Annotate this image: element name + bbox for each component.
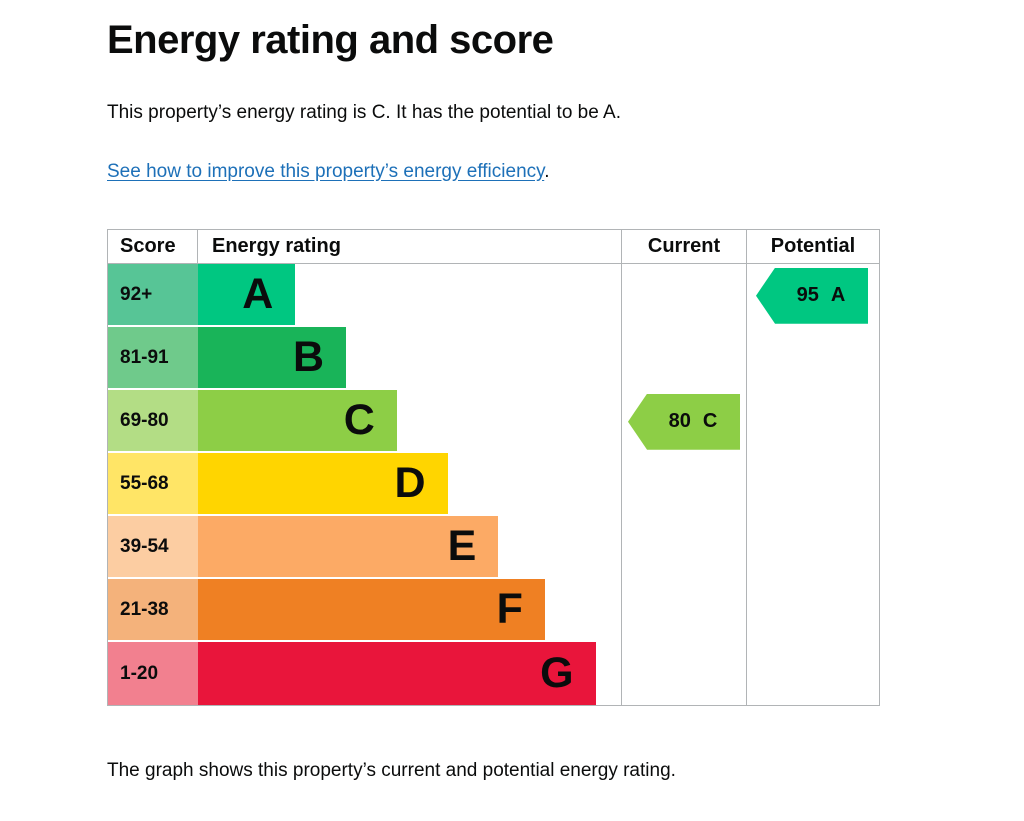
band-letter-c: C: [343, 396, 375, 445]
current-rating-arrow: 80 C: [628, 393, 740, 450]
band-letter-g: G: [540, 649, 574, 698]
potential-cell-g: [746, 642, 879, 706]
band-bar-b: B: [198, 327, 347, 389]
current-cell-a: [621, 264, 746, 328]
chart-caption: The graph shows this property’s current …: [107, 760, 676, 782]
potential-cell-b: [746, 327, 879, 391]
potential-cell-d: [746, 453, 879, 517]
band-bar-c: C: [198, 390, 397, 452]
band-score-e: 39-54: [108, 516, 198, 580]
column-header-score: Score: [108, 230, 198, 265]
band-bar-cell-a: A: [198, 264, 621, 328]
page-content: Energy rating and score This property’s …: [107, 18, 880, 785]
potential-cell-a: 95 A: [746, 264, 879, 328]
band-score-d: 55-68: [108, 453, 198, 517]
current-cell-g: [621, 642, 746, 706]
band-bar-cell-g: G: [198, 642, 621, 706]
current-score-value: 80: [668, 410, 691, 433]
band-letter-a: A: [242, 270, 274, 319]
current-cell-b: [621, 327, 746, 391]
band-letter-b: B: [292, 333, 325, 382]
band-score-b: 81-91: [108, 327, 198, 391]
potential-score-value: 95: [796, 284, 819, 307]
band-score-a: 92+: [108, 264, 198, 328]
column-header-potential: Potential: [746, 230, 879, 265]
band-score-c: 69-80: [108, 390, 198, 454]
current-cell-d: [621, 453, 746, 517]
band-bar-g: G: [198, 642, 596, 706]
band-letter-f: F: [496, 585, 523, 634]
potential-rating-arrow: 95 A: [756, 267, 868, 324]
current-band-letter: C: [702, 410, 718, 433]
band-bar-cell-b: B: [198, 327, 621, 391]
band-bar-cell-e: E: [198, 516, 621, 580]
potential-band-letter: A: [830, 284, 846, 307]
page-title: Energy rating and score: [107, 18, 554, 62]
energy-rating-chart: Score Energy rating Current Potential 92…: [107, 229, 880, 707]
band-bar-f: F: [198, 579, 545, 641]
band-bar-e: E: [198, 516, 499, 578]
current-cell-f: [621, 579, 746, 643]
improve-paragraph: See how to improve this property’s energ…: [107, 159, 880, 186]
band-bar-a: A: [198, 264, 296, 326]
intro-text: This property’s energy rating is C. It h…: [107, 102, 621, 123]
link-suffix: .: [544, 160, 550, 182]
potential-cell-f: [746, 579, 879, 643]
band-letter-e: E: [447, 522, 477, 571]
band-bar-cell-f: F: [198, 579, 621, 643]
current-cell-c: 80 C: [621, 390, 746, 454]
band-bar-cell-c: C: [198, 390, 621, 454]
column-header-current: Current: [621, 230, 746, 265]
band-score-f: 21-38: [108, 579, 198, 643]
band-bar-d: D: [198, 453, 448, 515]
band-score-g: 1-20: [108, 642, 198, 706]
improve-efficiency-link[interactable]: See how to improve this property’s energ…: [107, 160, 545, 182]
potential-cell-e: [746, 516, 879, 580]
current-cell-e: [621, 516, 746, 580]
column-header-energy-rating: Energy rating: [198, 230, 621, 265]
band-bar-cell-d: D: [198, 453, 621, 517]
potential-cell-c: [746, 390, 879, 454]
band-letter-d: D: [394, 459, 426, 508]
